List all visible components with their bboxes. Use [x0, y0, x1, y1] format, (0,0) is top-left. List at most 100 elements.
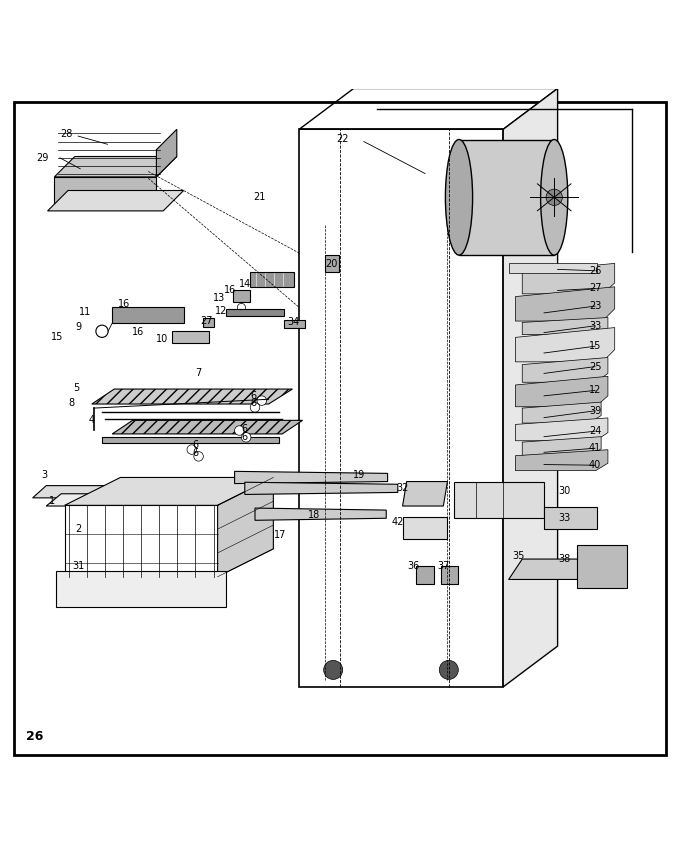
Text: 33: 33: [558, 513, 571, 524]
Text: 17: 17: [274, 530, 286, 540]
Polygon shape: [92, 389, 292, 404]
Polygon shape: [226, 309, 284, 315]
Circle shape: [187, 445, 197, 454]
Text: 37: 37: [437, 560, 449, 571]
Polygon shape: [233, 290, 250, 302]
Polygon shape: [250, 273, 294, 287]
Text: 19: 19: [353, 470, 365, 481]
Polygon shape: [284, 320, 305, 328]
Text: 16: 16: [224, 285, 236, 296]
Text: 2: 2: [75, 524, 82, 534]
Text: 34: 34: [288, 317, 300, 327]
Polygon shape: [515, 327, 615, 362]
Text: 5: 5: [73, 383, 80, 393]
Text: 20: 20: [326, 259, 338, 269]
Circle shape: [250, 403, 260, 412]
Polygon shape: [203, 318, 214, 327]
Polygon shape: [65, 506, 218, 577]
Polygon shape: [33, 486, 197, 498]
Text: 6: 6: [250, 399, 257, 408]
Polygon shape: [65, 477, 273, 506]
Text: 24: 24: [589, 426, 601, 436]
Circle shape: [194, 452, 203, 461]
Text: 21: 21: [254, 192, 266, 202]
Polygon shape: [522, 263, 615, 294]
Ellipse shape: [445, 140, 473, 255]
Polygon shape: [509, 559, 605, 579]
Text: 26: 26: [26, 729, 44, 743]
Polygon shape: [56, 572, 226, 608]
Polygon shape: [112, 308, 184, 323]
Polygon shape: [522, 318, 608, 335]
Polygon shape: [245, 482, 398, 494]
Text: 6: 6: [250, 391, 257, 401]
Text: 31: 31: [72, 560, 84, 571]
Polygon shape: [325, 255, 339, 273]
Circle shape: [439, 661, 458, 680]
Text: 22: 22: [336, 135, 348, 145]
Text: 35: 35: [512, 551, 524, 561]
Polygon shape: [509, 262, 597, 273]
Circle shape: [546, 189, 562, 206]
Polygon shape: [403, 517, 447, 539]
Text: 40: 40: [589, 460, 601, 470]
Text: 9: 9: [75, 321, 82, 332]
Circle shape: [235, 426, 244, 435]
Polygon shape: [522, 402, 601, 423]
Text: 15: 15: [51, 332, 63, 342]
Polygon shape: [218, 477, 273, 577]
Polygon shape: [54, 157, 177, 177]
Text: 6: 6: [241, 423, 248, 434]
Text: 28: 28: [61, 129, 73, 139]
Text: 7: 7: [195, 368, 202, 378]
Polygon shape: [416, 566, 434, 584]
Text: 12: 12: [215, 306, 227, 316]
Polygon shape: [503, 88, 558, 687]
Circle shape: [257, 396, 267, 405]
Polygon shape: [235, 471, 388, 483]
Text: 12: 12: [589, 386, 601, 395]
Polygon shape: [255, 508, 386, 520]
Polygon shape: [515, 287, 615, 321]
Polygon shape: [522, 437, 601, 456]
Text: 16: 16: [132, 327, 144, 337]
Text: 32: 32: [396, 483, 409, 494]
Text: 15: 15: [589, 341, 601, 351]
Polygon shape: [102, 437, 279, 443]
Text: 30: 30: [558, 486, 571, 496]
Text: 27: 27: [589, 284, 601, 293]
Circle shape: [324, 661, 343, 680]
Polygon shape: [454, 482, 544, 518]
Polygon shape: [403, 482, 447, 506]
Text: 33: 33: [589, 321, 601, 331]
Circle shape: [241, 433, 251, 442]
Circle shape: [237, 303, 245, 312]
Polygon shape: [54, 177, 156, 204]
Polygon shape: [522, 357, 608, 382]
Polygon shape: [515, 376, 608, 407]
Text: 6: 6: [192, 448, 199, 458]
Polygon shape: [46, 494, 212, 506]
Polygon shape: [441, 566, 458, 584]
Polygon shape: [459, 140, 554, 255]
Text: 16: 16: [118, 299, 131, 309]
Text: 10: 10: [156, 334, 168, 345]
Ellipse shape: [541, 140, 568, 255]
Polygon shape: [112, 420, 303, 434]
Text: 6: 6: [192, 440, 199, 451]
Polygon shape: [172, 331, 209, 343]
Text: 23: 23: [589, 301, 601, 311]
Text: 26: 26: [589, 266, 601, 276]
Text: 6: 6: [241, 432, 248, 441]
Text: 14: 14: [239, 279, 251, 290]
Text: 25: 25: [589, 362, 601, 372]
Text: 3: 3: [41, 470, 48, 480]
Polygon shape: [577, 545, 627, 588]
Polygon shape: [48, 190, 184, 211]
Text: 36: 36: [407, 560, 420, 571]
Text: 13: 13: [213, 293, 225, 303]
Polygon shape: [544, 507, 597, 529]
Circle shape: [96, 325, 108, 338]
Polygon shape: [515, 418, 608, 440]
Text: 4: 4: [88, 416, 95, 425]
